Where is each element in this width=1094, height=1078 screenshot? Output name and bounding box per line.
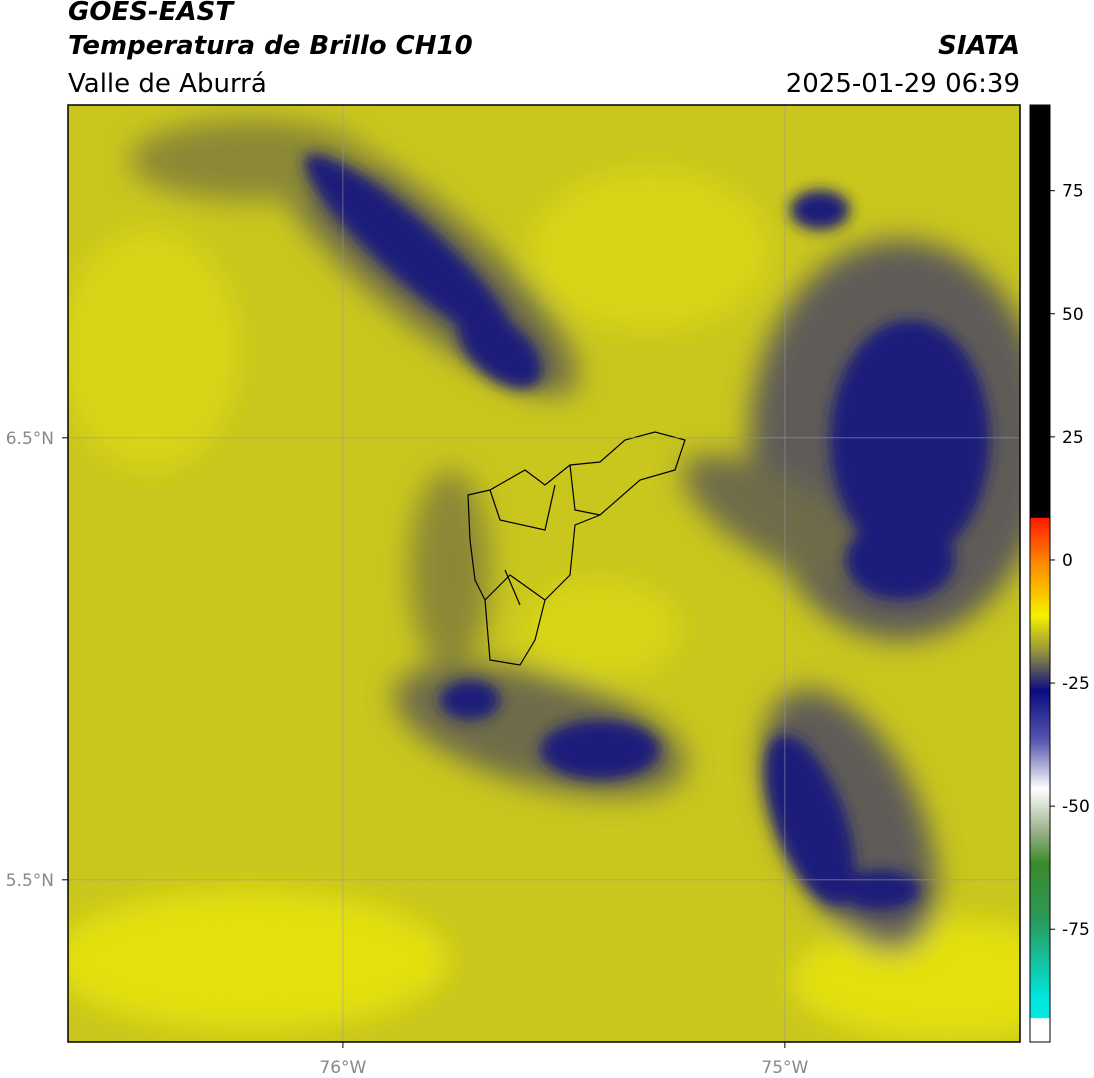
colorbar — [1029, 104, 1051, 1043]
colorbar-tick-label: 50 — [1062, 305, 1084, 325]
colorbar-tick-label: -75 — [1062, 920, 1090, 940]
colorbar-tick-label: 75 — [1062, 182, 1084, 202]
datetime: 2025-01-29 06:39 — [786, 69, 1020, 99]
y-tick-label: 5.5°N — [6, 871, 54, 891]
map-frame — [67, 104, 1021, 1043]
y-tick-label: 6.5°N — [6, 429, 54, 449]
colorbar-tick-label: 0 — [1062, 551, 1073, 571]
satellite-field — [68, 105, 1020, 1042]
colorbar-tick-label: -50 — [1062, 797, 1090, 817]
colorbar-tick-label: -25 — [1062, 674, 1090, 694]
x-tick-label: 75°W — [761, 1058, 808, 1078]
subtitle: Temperatura de Brillo CH10 — [68, 31, 473, 61]
source: SIATA — [938, 31, 1020, 61]
region: Valle de Aburrá — [68, 69, 267, 99]
valley-boundary — [467, 431, 686, 666]
title: GOES-EAST — [68, 0, 235, 27]
colorbar-tick-label: 25 — [1062, 428, 1084, 448]
x-tick-label: 76°W — [319, 1058, 366, 1078]
grid — [68, 105, 1020, 1042]
